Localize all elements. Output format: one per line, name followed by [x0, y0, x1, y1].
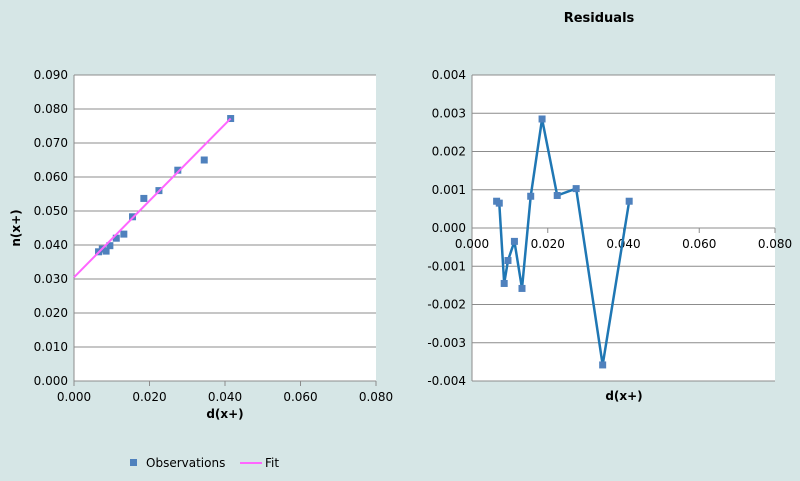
left-y-axis-title: n(x+)	[9, 209, 23, 246]
right-y-tick-label: -0.003	[427, 336, 466, 350]
left-y-tick-label: 0.050	[34, 204, 68, 218]
right-residual-point	[518, 284, 526, 292]
right-y-tick-label: 0.004	[432, 68, 466, 82]
left-y-tick-label: 0.080	[34, 102, 68, 116]
left-observation-point	[174, 166, 182, 174]
right-residual-point	[495, 199, 503, 207]
right-residual-point	[538, 115, 546, 123]
left-x-tick-label: 0.080	[359, 390, 393, 404]
left-observation-point	[200, 156, 208, 164]
right-residual-point	[599, 361, 607, 369]
left-y-tick-label: 0.090	[34, 68, 68, 82]
right-y-tick-label: 0.000	[432, 221, 466, 235]
right-y-tick-label: -0.002	[427, 298, 466, 312]
right-y-tick-label: 0.001	[432, 183, 466, 197]
legend: Observations Fit	[130, 456, 279, 470]
residuals-title: Residuals	[564, 11, 635, 26]
right-residual-point	[625, 197, 633, 205]
left-y-tick-label: 0.030	[34, 272, 68, 286]
left-y-tick-label: 0.020	[34, 306, 68, 320]
left-x-tick-label: 0.000	[57, 390, 91, 404]
right-x-tick-label: 0.060	[682, 237, 716, 251]
left-x-tick-label: 0.020	[132, 390, 166, 404]
left-x-axis-title: d(x+)	[206, 407, 243, 421]
left-observation-point	[140, 194, 148, 202]
left-x-tick-label: 0.040	[208, 390, 242, 404]
legend-observations-label: Observations	[146, 456, 225, 470]
left-observation-point	[102, 247, 110, 255]
left-x-tick-label: 0.060	[283, 390, 317, 404]
left-y-tick-label: 0.000	[34, 374, 68, 388]
observations-fit-chart: 0.000 0.010 0.020 0.030 0.040 0.050 0.060 0.070…	[9, 68, 393, 421]
right-residual-point	[500, 279, 508, 287]
left-observation-point	[120, 230, 128, 238]
left-y-tick-label: 0.060	[34, 170, 68, 184]
left-observation-point	[112, 234, 120, 242]
left-y-tick-label: 0.070	[34, 136, 68, 150]
legend-observations-marker	[130, 459, 137, 466]
right-residual-line	[495, 117, 631, 367]
right-y-tick-label: -0.001	[427, 259, 466, 273]
left-y-tick-label: 0.040	[34, 238, 68, 252]
right-x-tick-label: 0.020	[531, 237, 565, 251]
right-residual-point	[504, 257, 512, 265]
right-x-axis-title: d(x+)	[605, 389, 642, 403]
left-fit-line	[73, 117, 232, 279]
left-observation-point	[106, 242, 114, 250]
left-plot-area	[74, 75, 376, 381]
right-residual-point	[572, 185, 580, 193]
right-y-tick-label: 0.003	[432, 106, 466, 120]
left-y-tick-label: 0.010	[34, 340, 68, 354]
right-y-tick-label: -0.004	[427, 374, 466, 388]
right-x-tick-label: 0.000	[455, 237, 489, 251]
right-residual-point	[553, 191, 561, 199]
residuals-chart: Residuals -0.004 -0.003 -0.002 -0.001 0.000 0…	[427, 11, 792, 403]
right-x-tick-label: 0.080	[758, 237, 792, 251]
right-residual-point	[527, 192, 535, 200]
right-residual-point	[510, 237, 518, 245]
legend-fit-label: Fit	[265, 456, 279, 470]
right-y-tick-label: 0.002	[432, 145, 466, 159]
